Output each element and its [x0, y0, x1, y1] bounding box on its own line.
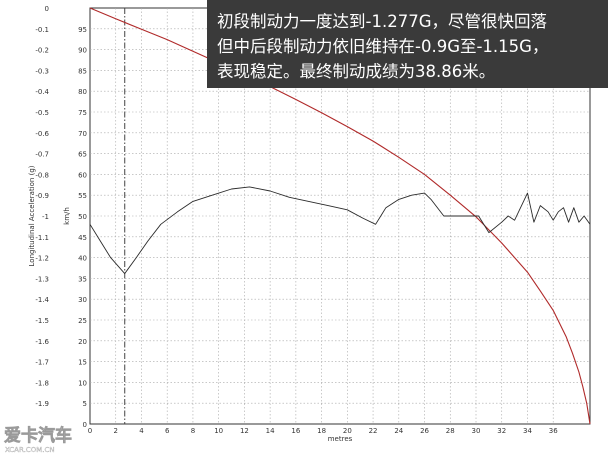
y-left-tick-label: -0.5: [35, 109, 49, 117]
x-tick-label: 20: [343, 427, 352, 435]
y-right-axis-label: km/h: [63, 207, 71, 225]
y-left-tick-label: -0.8: [35, 171, 49, 179]
x-tick-label: 4: [139, 427, 144, 435]
caption-box: 初段制动力一度达到-1.277G，尽管很快回落 但中后段制动力依旧维持在-0.9…: [207, 0, 608, 88]
y-left-tick-label: -1.1: [35, 234, 49, 242]
x-tick-label: 8: [191, 427, 195, 435]
y-right-tick-label: 15: [78, 359, 87, 367]
x-tick-label: 26: [420, 427, 429, 435]
y-right-tick-label: 45: [78, 234, 87, 242]
x-tick-label: 0: [88, 427, 92, 435]
y-right-tick-label: 30: [78, 296, 87, 304]
y-left-tick-label: -1.7: [35, 359, 49, 367]
x-tick-label: 30: [472, 427, 481, 435]
x-tick-label: 12: [240, 427, 249, 435]
y-left-tick-label: -1.3: [35, 275, 49, 283]
x-tick-label: 34: [523, 427, 532, 435]
x-tick-label: 2: [113, 427, 117, 435]
y-right-tick-label: 55: [78, 192, 87, 200]
watermark-brand: 爱卡汽车: [4, 425, 72, 446]
y-right-tick-label: 80: [78, 88, 87, 96]
y-right-tick-label: 10: [78, 379, 87, 387]
y-left-tick-label: -1.8: [35, 379, 49, 387]
y-right-tick-label: 0: [83, 421, 87, 429]
y-right-tick-label: 35: [78, 275, 87, 283]
watermark-url: XCAR.COM.CN: [5, 446, 55, 454]
y-right-tick-label: 75: [78, 109, 87, 117]
y-right-tick-label: 70: [78, 130, 87, 138]
x-tick-label: 10: [214, 427, 223, 435]
y-left-tick-label: -0.2: [35, 47, 49, 55]
y-left-tick-label: -0.6: [35, 130, 49, 138]
y-left-axis-label: Longitudinal Acceleration (g): [28, 165, 36, 266]
y-left-tick-label: -1.9: [35, 400, 49, 408]
y-right-tick-label: 50: [78, 213, 87, 221]
y-right-tick-label: 85: [78, 67, 87, 75]
y-left-tick-label: 0: [45, 5, 49, 13]
y-left-tick-label: -0.4: [35, 88, 49, 96]
y-left-tick-label: -1.4: [35, 296, 49, 304]
x-tick-label: 24: [394, 427, 403, 435]
series-layer: [89, 7, 591, 425]
y-right-tick-label: 60: [78, 171, 87, 179]
caption-line-2: 但中后段制动力依旧维持在-0.9G至-1.15G，: [217, 37, 548, 56]
watermark: 爱卡汽车 XCAR.COM.CN: [4, 425, 73, 454]
x-tick-label: 16: [291, 427, 300, 435]
x-tick-label: 28: [446, 427, 455, 435]
y-right-tick-label: 25: [78, 317, 87, 325]
y-left-tick-label: -0.1: [35, 26, 49, 34]
y-right-tick-labels: 0 5 10 15 20 25 30 35 40 45 50 55 60 65 70 75 80 85 90 95: [78, 26, 87, 429]
acceleration-series-line: [89, 186, 591, 275]
y-left-tick-label: -0.3: [35, 67, 49, 75]
y-right-tick-label: 65: [78, 151, 87, 159]
caption-background: [207, 0, 608, 88]
x-tick-label: 36: [549, 427, 558, 435]
caption-line-1: 初段制动力一度达到-1.277G，尽管很快回落: [217, 12, 547, 31]
y-left-tick-label: -1.5: [35, 317, 49, 325]
x-tick-label: 14: [266, 427, 275, 435]
x-tick-label: 6: [165, 427, 170, 435]
y-right-tick-label: 90: [78, 47, 87, 55]
y-left-tick-label: -0.9: [35, 192, 49, 200]
y-left-tick-label: -1.2: [35, 255, 49, 263]
y-left-tick-label: -1: [42, 213, 49, 221]
x-tick-label: 22: [369, 427, 378, 435]
x-tick-labels: 0 2 4 6 8 10 12 14 16 18 20 22 24 26 28 30 32 34 36: [88, 427, 558, 435]
x-tick-label: 18: [317, 427, 326, 435]
y-right-tick-label: 95: [78, 26, 87, 34]
x-tick-label: 32: [497, 427, 506, 435]
y-right-tick-label: 20: [78, 338, 87, 346]
y-left-tick-label: -1.6: [35, 338, 49, 346]
y-right-tick-label: 5: [83, 400, 87, 408]
y-left-tick-labels: 0 -0.1 -0.2 -0.3 -0.4 -0.5 -0.6 -0.7 -0.8 -0.9 -1 -…: [35, 5, 49, 408]
y-left-tick-label: -0.7: [35, 151, 49, 159]
speed-series-line: [89, 7, 591, 425]
y-right-tick-label: 40: [78, 255, 87, 263]
x-axis-label: metres: [328, 435, 353, 443]
caption-line-3: 表现稳定。最终制动成绩为38.86米。: [217, 62, 495, 81]
